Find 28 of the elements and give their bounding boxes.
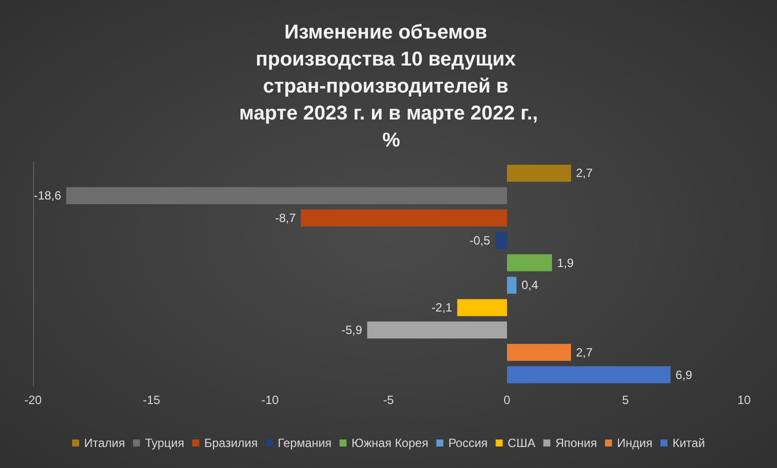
legend-label: Россия: [448, 436, 488, 450]
data-label: 2,7: [576, 166, 593, 180]
legend-label: Германия: [278, 436, 332, 450]
data-label: -2,1: [432, 300, 453, 315]
data-label: -8,7: [275, 211, 296, 225]
x-tick-label: 5: [622, 393, 630, 407]
x-tick-label: -20: [24, 393, 42, 407]
legend-label: Бразилия: [204, 436, 258, 450]
data-label: 1,9: [557, 256, 574, 270]
legend-label: Италия: [84, 436, 125, 450]
data-label: -18,6: [34, 188, 62, 203]
legend-label: Южная Корея: [352, 436, 428, 450]
data-label: -5,9: [341, 323, 362, 337]
legend-label: Япония: [555, 436, 598, 450]
legend-label: Китай: [672, 436, 705, 450]
chart-title: Изменение объемов производства 10 ведущих стран-производителей в марте 2023 г. и в марте 2022 г., %: [239, 22, 538, 152]
x-tick-label: -15: [142, 393, 160, 407]
x-tick-label: 0: [504, 393, 511, 407]
legend-label: США: [508, 436, 536, 450]
x-tick-label: -5: [383, 393, 394, 407]
legend-label: Индия: [617, 436, 652, 450]
data-label: -0,5: [469, 233, 490, 248]
legend-label: Турция: [144, 436, 184, 450]
data-label: 0,4: [521, 278, 538, 292]
x-tick-label: 10: [737, 393, 751, 407]
data-label: 2,7: [576, 345, 593, 360]
data-label: 6,9: [676, 368, 693, 382]
x-tick-label: -10: [261, 393, 279, 407]
